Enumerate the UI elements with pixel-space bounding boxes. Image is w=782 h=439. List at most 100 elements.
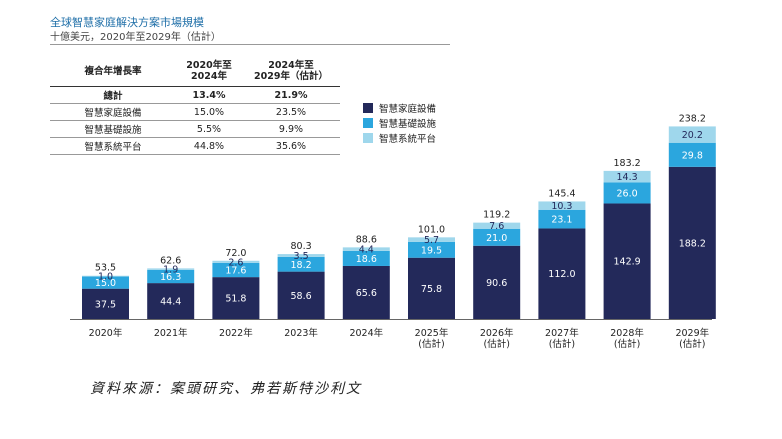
bar-value-label: 18.2 bbox=[291, 260, 312, 271]
bar-total-label: 101.0 bbox=[418, 224, 445, 235]
bar-segment bbox=[538, 201, 586, 210]
x-tick-label: 2025年 bbox=[415, 327, 449, 339]
bar-value-label: 2.6 bbox=[228, 257, 243, 268]
cagr-row-value-2024-2029: 35.6% bbox=[242, 137, 340, 155]
bar-value-label: 10.3 bbox=[551, 201, 572, 212]
bar-value-label: 21.0 bbox=[486, 233, 507, 244]
bar-segment bbox=[147, 283, 195, 319]
bar-value-label: 16.3 bbox=[160, 272, 181, 283]
legend-item-infrastructure: 智慧基礎設施 bbox=[363, 116, 436, 130]
bar-segment bbox=[668, 166, 716, 319]
bar-segment bbox=[342, 247, 390, 251]
bar-value-label: 14.3 bbox=[617, 172, 638, 183]
bar-segment bbox=[147, 269, 195, 284]
bar-segment bbox=[603, 203, 651, 319]
bar-value-label: 37.5 bbox=[95, 299, 116, 310]
cagr-header-period-2: 2024年至 2029年（估計） bbox=[242, 56, 340, 87]
bar-segment bbox=[342, 250, 390, 266]
bar-total-label: 62.6 bbox=[160, 255, 181, 266]
cagr-row-value-2024-2029: 23.5% bbox=[242, 103, 340, 121]
bar-segment bbox=[603, 182, 651, 204]
bar-total-label: 88.6 bbox=[356, 234, 377, 245]
x-tick-label: 2020年 bbox=[89, 327, 123, 339]
bar-total-label: 238.2 bbox=[679, 113, 706, 124]
cagr-header-label: 複合年增長率 bbox=[50, 56, 176, 87]
bar-value-label: 90.6 bbox=[486, 278, 507, 289]
bar-segment bbox=[212, 262, 260, 278]
bar-value-label: 3.5 bbox=[294, 251, 309, 262]
bar-segment bbox=[408, 241, 455, 258]
bar-segment bbox=[668, 142, 716, 167]
bar-value-label: 75.8 bbox=[421, 284, 442, 295]
bar-segment bbox=[538, 209, 586, 229]
bar-value-label: 142.9 bbox=[613, 257, 640, 268]
bar-total-label: 145.4 bbox=[548, 188, 575, 199]
cagr-row-label: 總計 bbox=[50, 86, 176, 104]
bar-segment bbox=[82, 288, 129, 319]
x-tick-label: 2026年 bbox=[480, 327, 514, 339]
cagr-row-value-2024-2029: 9.9% bbox=[242, 120, 340, 138]
title-divider bbox=[50, 44, 450, 45]
bar-value-label: 23.1 bbox=[551, 215, 572, 226]
chart-title: 全球智慧家庭解決方案市場規模 bbox=[50, 16, 204, 29]
bar-segment bbox=[82, 275, 129, 277]
legend-label-devices: 智慧家庭設備 bbox=[379, 104, 437, 115]
bar-value-label: 15.0 bbox=[95, 278, 116, 289]
x-tick-label: 2022年 bbox=[219, 327, 253, 339]
x-tick-label: 2024年 bbox=[349, 327, 383, 339]
legend-swatch-platform bbox=[363, 133, 373, 143]
bar-segment bbox=[342, 265, 390, 319]
x-tick-label: 2027年 bbox=[545, 327, 579, 339]
bar-value-label: 18.6 bbox=[356, 254, 377, 265]
cagr-table-header: 複合年增長率 2020年至 2024年 2024年至 2029年（估計） bbox=[50, 56, 340, 87]
cagr-row-value-2024-2029: 21.9% bbox=[242, 86, 340, 104]
bar-segment bbox=[277, 254, 325, 257]
bar-total-label: 119.2 bbox=[483, 210, 510, 221]
cagr-row-value-2020-2024: 5.5% bbox=[176, 120, 242, 138]
x-tick-label: 2029年 bbox=[675, 327, 709, 339]
bar-segment bbox=[147, 268, 195, 270]
bar-value-label: 188.2 bbox=[679, 238, 706, 249]
bar-value-label: 1.0 bbox=[98, 272, 113, 283]
bar-value-label: 44.4 bbox=[160, 297, 181, 308]
x-tick-label: (估計) bbox=[679, 338, 705, 350]
legend-label-infrastructure: 智慧基礎設施 bbox=[379, 119, 437, 130]
cagr-row: 智慧基礎設施 5.5% 9.9% bbox=[50, 120, 340, 138]
bar-total-label: 183.2 bbox=[613, 158, 640, 169]
bar-value-label: 58.6 bbox=[291, 291, 312, 302]
x-tick-label: (估計) bbox=[483, 338, 509, 350]
cagr-header-period-1-text: 2020年至 2024年 bbox=[186, 60, 232, 82]
cagr-row-value-2020-2024: 15.0% bbox=[176, 103, 242, 121]
x-tick-label: 2021年 bbox=[154, 327, 188, 339]
bar-total-label: 53.5 bbox=[95, 263, 116, 274]
bar-value-label: 26.0 bbox=[617, 188, 638, 199]
bar-segment bbox=[408, 237, 455, 242]
legend-item-platform: 智慧系統平台 bbox=[363, 131, 436, 145]
bar-segment bbox=[408, 257, 455, 319]
bar-segment bbox=[212, 277, 260, 319]
bar-value-label: 112.0 bbox=[548, 269, 575, 280]
bar-total-label: 80.3 bbox=[291, 241, 312, 252]
cagr-header-period-2-text: 2024年至 2029年（估計） bbox=[254, 60, 328, 82]
x-tick-label: (估計) bbox=[549, 338, 575, 350]
bar-segment bbox=[277, 256, 325, 272]
bar-value-label: 5.7 bbox=[424, 235, 439, 246]
bar-value-label: 51.8 bbox=[225, 294, 246, 305]
bar-value-label: 17.6 bbox=[225, 266, 246, 277]
bar-segment bbox=[473, 222, 521, 229]
bar-value-label: 7.6 bbox=[489, 221, 504, 232]
cagr-row-label: 智慧系統平台 bbox=[50, 137, 176, 155]
legend-swatch-infrastructure bbox=[363, 118, 373, 128]
legend-label-platform: 智慧系統平台 bbox=[379, 134, 437, 145]
bar-segment bbox=[82, 276, 129, 289]
bar-segment bbox=[473, 228, 521, 246]
bar-segment bbox=[212, 260, 260, 263]
legend-swatch-devices bbox=[363, 103, 373, 113]
bar-segment bbox=[277, 271, 325, 319]
chart-subtitle: 十億美元，2020年至2029年（估計） bbox=[50, 32, 221, 43]
bar-value-label: 65.6 bbox=[356, 288, 377, 299]
x-tick-label: 2023年 bbox=[284, 327, 318, 339]
legend-item-devices: 智慧家庭設備 bbox=[363, 101, 436, 115]
bar-segment bbox=[603, 170, 651, 183]
x-tick-label: 2028年 bbox=[610, 327, 644, 339]
